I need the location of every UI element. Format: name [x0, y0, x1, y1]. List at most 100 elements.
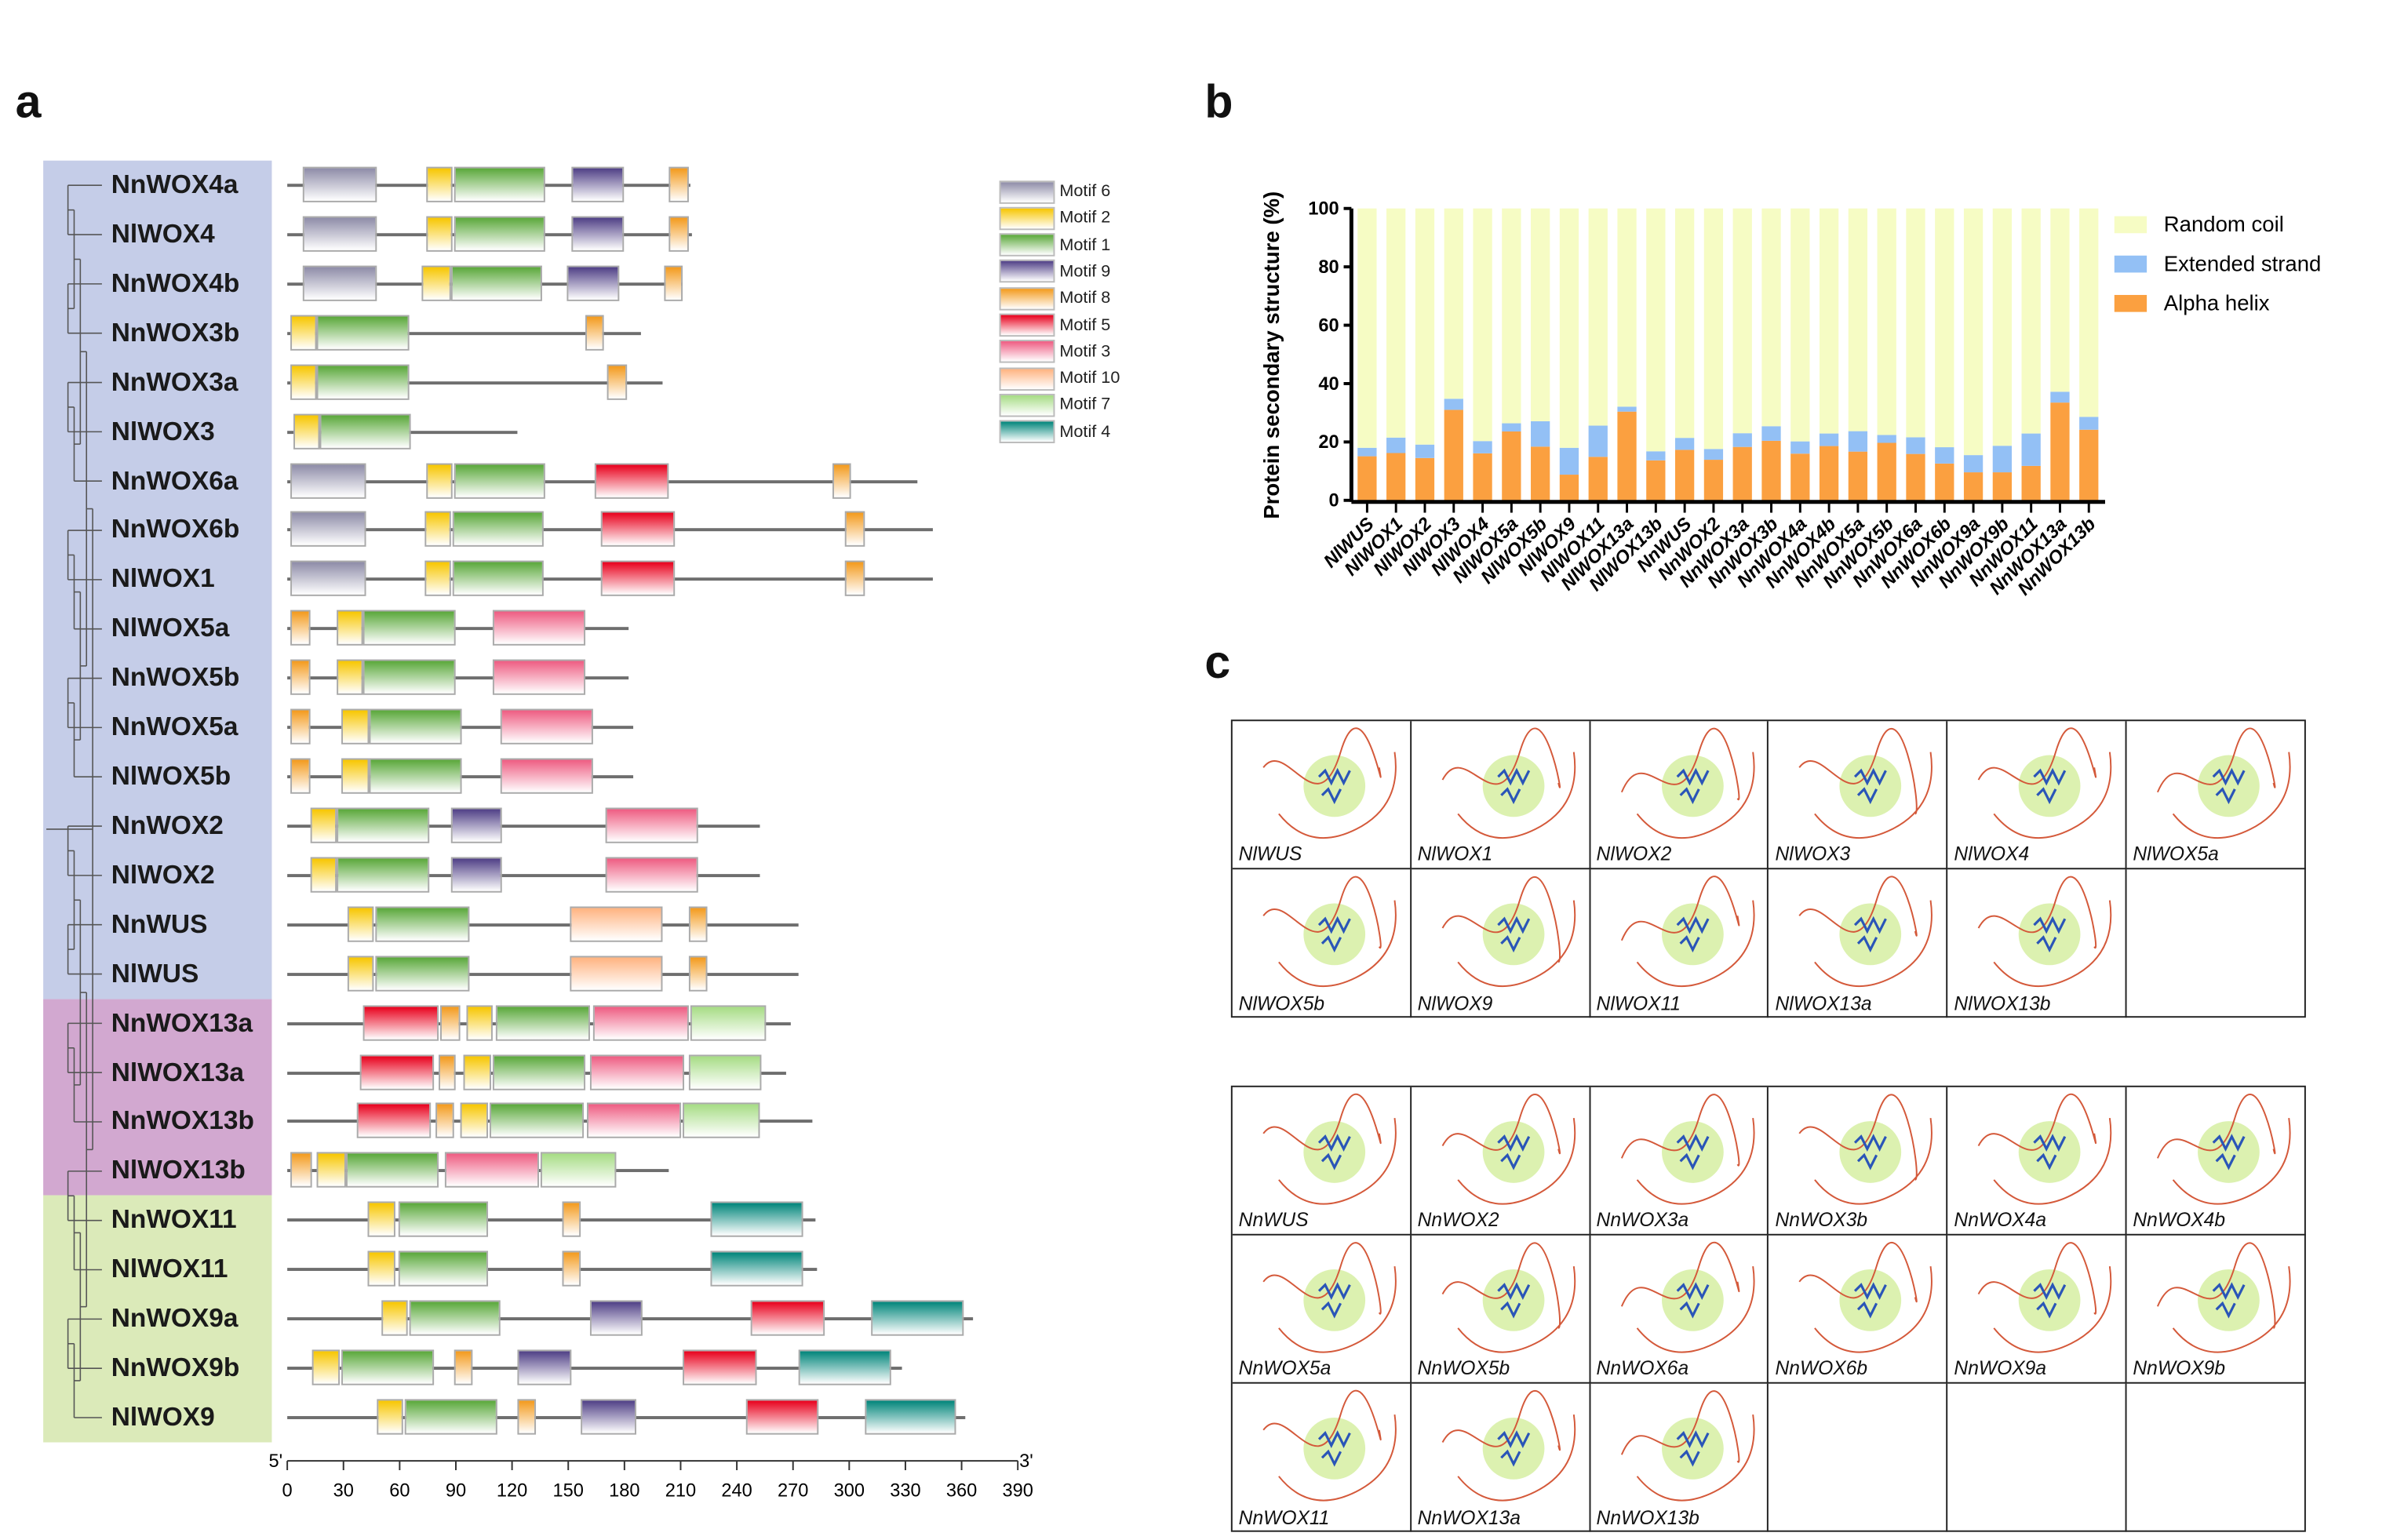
helix-trace [1675, 767, 1709, 805]
bar-alpha-helix [1415, 457, 1435, 501]
structure-tile: NnWOX4a [1947, 1087, 2127, 1236]
bar-random-coil [1386, 208, 1406, 438]
motif-box [746, 1399, 820, 1435]
structure-tile: NnWOX5b [1411, 1235, 1590, 1384]
domain-highlight [1303, 755, 1366, 817]
motif-box [302, 265, 377, 301]
coil-trace [1620, 1094, 1754, 1205]
domain-highlight [2019, 1269, 2081, 1331]
structure-label: NnWUS [1238, 1209, 1309, 1231]
legend-label: Motif 1 [1059, 235, 1111, 254]
motif-box [405, 1399, 497, 1435]
bar-random-coil [1473, 208, 1492, 442]
motif-box [341, 758, 370, 794]
bar-extended-strand [1617, 406, 1637, 412]
bar-extended-strand [2021, 433, 2041, 466]
motif-box [571, 166, 625, 202]
motif-box [290, 758, 310, 794]
domain-highlight [1840, 1269, 1902, 1331]
bar-random-coil [1531, 208, 1550, 421]
helix-trace [1317, 1430, 1351, 1467]
bar-alpha-helix [1531, 446, 1550, 501]
motif-box [710, 1251, 803, 1287]
structure-label: NlWOX5a [2133, 843, 2219, 865]
protein-structure-image [1620, 876, 1754, 988]
motif-box [311, 1349, 340, 1385]
protein-structure-image [1799, 1094, 1933, 1205]
bar-extended-strand [1357, 447, 1377, 457]
motif-box [452, 561, 545, 597]
bar-extended-strand [2079, 417, 2099, 430]
motif-box [495, 1004, 591, 1040]
gene-name: NlWOX5b [111, 761, 231, 791]
legend-label: Motif 3 [1059, 342, 1111, 362]
structure-tile: NlWOX11 [1590, 869, 1769, 1018]
structure-tile: NlWOX3 [1769, 721, 1948, 870]
secondary-structure-chart: NlWUSNlWOX1NlWOX2NlWOX3NlWOX4NlWOX5aNlWO… [1259, 191, 2322, 600]
helix-trace [1317, 767, 1351, 805]
domain-highlight [1303, 1269, 1366, 1331]
motif-box [798, 1349, 891, 1385]
axis-tick-label: 270 [778, 1480, 808, 1501]
legend-item: Motif 6 [999, 179, 1110, 203]
motif-box [493, 1054, 585, 1090]
bar-alpha-helix [1819, 446, 1839, 501]
legend-label: Motif 8 [1059, 289, 1111, 308]
motif-box [607, 363, 627, 400]
motif-box [594, 462, 670, 498]
protein-line [287, 923, 799, 927]
motif-box [341, 708, 370, 745]
structure-label: NnWOX6b [1775, 1357, 1868, 1379]
structure-label: NlWOX1 [1417, 843, 1493, 865]
y-tick-label: 0 [1328, 491, 1339, 512]
gene-name: NnWOX11 [111, 1204, 237, 1235]
coil-trace [1441, 727, 1576, 839]
bar-random-coil [2050, 208, 2070, 392]
legend-label: Motif 5 [1059, 315, 1111, 335]
motif-box [362, 659, 456, 696]
domain-highlight [1482, 1418, 1545, 1480]
structure-label: NnWOX6a [1596, 1357, 1689, 1379]
structure-label: NnWOX9b [2133, 1357, 2226, 1379]
protein-structure-image [1262, 1242, 1397, 1353]
legend-item: Motif 4 [999, 420, 1110, 444]
structure-tile: NnWOX3b [1769, 1087, 1948, 1236]
motif-box [570, 955, 662, 992]
gene-name: NnWUS [111, 909, 208, 939]
bar-random-coil [1674, 208, 1695, 439]
bar-random-coil [1819, 208, 1839, 434]
bar-alpha-helix [1992, 472, 2013, 501]
motif-box [590, 1300, 643, 1336]
motif-box [302, 216, 377, 252]
legend-item: Motif 9 [999, 259, 1110, 283]
protein-structure-image [1262, 1093, 1397, 1205]
gene-name: NlWOX5a [111, 613, 230, 643]
motif-box [317, 363, 410, 400]
bar-random-coil [1906, 208, 1925, 438]
structure-label: NlWOX13a [1775, 992, 1872, 1015]
motif-box [421, 265, 450, 301]
motif-box [302, 166, 377, 202]
bar-extended-strand [1415, 444, 1435, 458]
legend-swatch [999, 286, 1055, 311]
bar-alpha-helix [1732, 446, 1752, 501]
motif-box [687, 1054, 762, 1090]
coil-trace [1978, 727, 2112, 839]
motif-box [375, 955, 469, 992]
axis-tick-label: 180 [609, 1480, 639, 1501]
legend-item: Motif 8 [999, 286, 1111, 311]
motif-box [566, 265, 619, 301]
helix-trace [1854, 767, 1888, 805]
bar-extended-strand [1935, 447, 1954, 464]
legend-swatch [999, 366, 1055, 391]
bar-alpha-helix [2021, 465, 2041, 501]
structure-tile: NnWOX6b [1769, 1235, 1948, 1384]
y-tick-label: 80 [1318, 257, 1339, 278]
bar-extended-strand [1732, 433, 1752, 447]
motif-box [687, 955, 707, 992]
protein-structure-image [1978, 876, 2112, 988]
domain-highlight [1303, 1121, 1366, 1183]
aa-axis: 5' 3' 0 30 60 90 120 150 180 210 240 270 300 330 360 39… [269, 1451, 1033, 1501]
bar-extended-strand [1877, 435, 1896, 443]
structure-tile: NnWUS [1232, 1087, 1412, 1236]
